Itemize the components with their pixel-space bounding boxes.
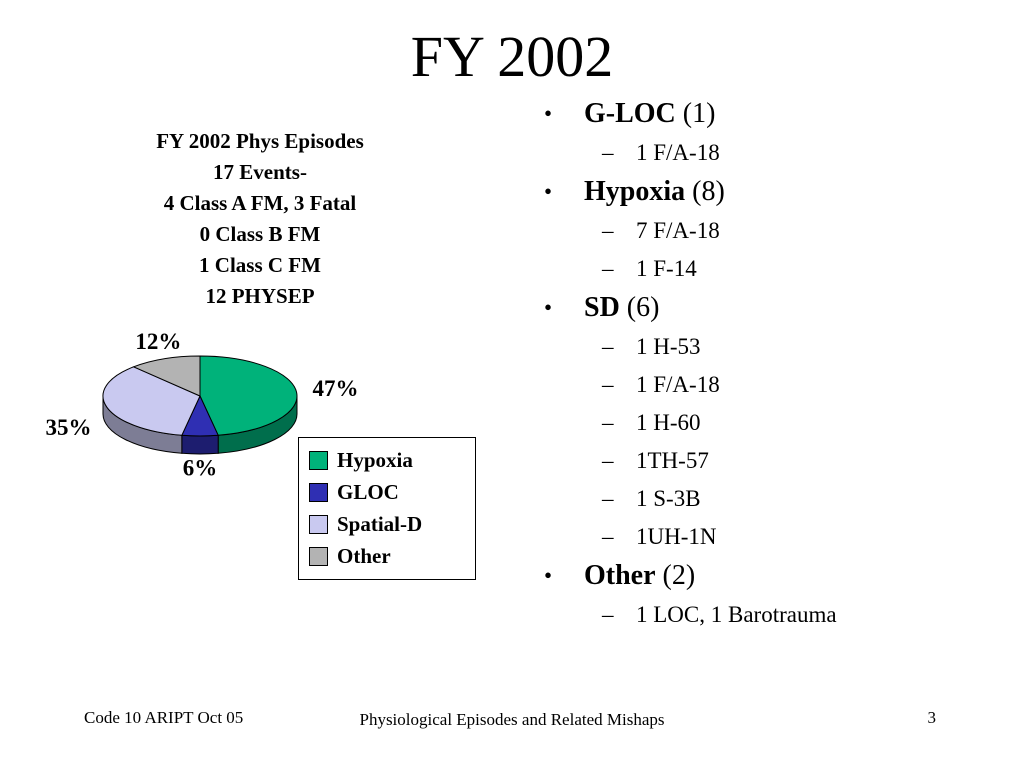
bullet-subitem: –1TH-57 xyxy=(602,442,1010,480)
chart-legend: Hypoxia GLOC Spatial-D Other xyxy=(298,437,476,580)
bullet-item: • Other (2) xyxy=(540,556,1010,596)
stats-line: FY 2002 Phys Episodes xyxy=(156,129,364,153)
subitem-text: 1 S-3B xyxy=(636,486,701,511)
slide-title: FY 2002 xyxy=(410,24,614,89)
bullet-label: Other xyxy=(584,560,656,591)
bullet-list: • G-LOC (1) –1 F/A-18 • Hypoxia (8) –7 F/A-18… xyxy=(540,94,1010,634)
bullet-item: • Hypoxia (8) xyxy=(540,172,1010,212)
bullet-label: SD xyxy=(584,292,620,323)
bullet-subitem: –1 S-3B xyxy=(602,480,1010,518)
dash-marker: – xyxy=(602,140,614,165)
subitem-text: 1 LOC, 1 Barotrauma xyxy=(636,602,837,627)
bullet-text: G-LOC (1) xyxy=(584,94,715,134)
legend-item: Hypoxia xyxy=(309,447,465,474)
legend-swatch xyxy=(309,547,328,566)
subitem-text: 1UH-1N xyxy=(636,524,717,549)
pie-percent-label: 12% xyxy=(135,329,181,354)
bullet-label: Hypoxia xyxy=(584,176,686,207)
subitem-text: 1 H-60 xyxy=(636,410,701,435)
footer-center-text: Physiological Episodes and Related Misha… xyxy=(359,710,665,729)
legend-label: Spatial-D xyxy=(337,512,423,536)
subitem-text: 1 F/A-18 xyxy=(636,140,720,165)
dash-marker: – xyxy=(602,524,614,549)
bullet-subitem: –1UH-1N xyxy=(602,518,1010,556)
bullet-label: G-LOC xyxy=(584,98,676,129)
subitem-text: 7 F/A-18 xyxy=(636,218,720,243)
stats-line: 12 PHYSEP xyxy=(205,284,315,308)
pie-slice xyxy=(132,355,201,397)
dash-marker: – xyxy=(602,372,614,397)
pie-chart: 47% 6% 35% 12% xyxy=(45,329,358,480)
legend-item: Other xyxy=(309,543,465,570)
legend-item: Spatial-D xyxy=(309,511,465,538)
bullet-text: Hypoxia (8) xyxy=(584,172,725,212)
legend-swatch xyxy=(309,483,328,502)
legend-item: GLOC xyxy=(309,479,465,506)
pie-percent-label: 6% xyxy=(183,455,218,480)
bullet-subitem: –1 F/A-18 xyxy=(602,134,1010,172)
footer-page-number: 3 xyxy=(927,708,937,727)
bullet-subitem: –1 LOC, 1 Barotrauma xyxy=(602,596,1010,634)
subitem-text: 1 F-14 xyxy=(636,256,697,281)
dash-marker: – xyxy=(602,448,614,473)
dash-marker: – xyxy=(602,486,614,511)
dash-marker: – xyxy=(602,602,614,627)
subitem-text: 1 F/A-18 xyxy=(636,372,720,397)
bullet-subitem: –7 F/A-18 xyxy=(602,212,1010,250)
stats-block: FY 2002 Phys Episodes 17 Events- 4 Class A… xyxy=(60,126,460,312)
bullet-marker: • xyxy=(544,295,553,320)
stats-line: 4 Class A FM, 3 Fatal xyxy=(163,191,357,215)
bullet-subitem: –1 F-14 xyxy=(602,250,1010,288)
subitem-text: 1 H-53 xyxy=(636,334,701,359)
bullet-subitem: –1 H-60 xyxy=(602,404,1010,442)
bullet-marker: • xyxy=(544,179,553,204)
dash-marker: – xyxy=(602,256,614,281)
legend-swatch xyxy=(309,515,328,534)
legend-label: GLOC xyxy=(337,480,399,504)
pie-percent-label: 47% xyxy=(312,376,358,401)
pie-percent-label: 35% xyxy=(45,415,91,440)
bullet-item: • G-LOC (1) xyxy=(540,94,1010,134)
stats-line: 0 Class B FM xyxy=(199,222,321,246)
bullet-marker: • xyxy=(544,563,553,588)
bullet-marker: • xyxy=(544,101,553,126)
bullet-count: (8) xyxy=(692,176,725,207)
bullet-count: (1) xyxy=(682,98,716,129)
legend-label: Hypoxia xyxy=(337,448,413,472)
bullet-text: SD (6) xyxy=(584,288,659,328)
bullet-subitem: –1 H-53 xyxy=(602,328,1010,366)
dash-marker: – xyxy=(602,218,614,243)
bullet-text: Other (2) xyxy=(584,556,695,596)
stats-line: 1 Class C FM xyxy=(199,253,321,277)
legend-swatch xyxy=(309,451,328,470)
bullet-subitem: –1 F/A-18 xyxy=(602,366,1010,404)
pie-slice-side xyxy=(181,434,219,455)
bullet-item: • SD (6) xyxy=(540,288,1010,328)
dash-marker: – xyxy=(602,334,614,359)
pie-slice xyxy=(199,355,298,436)
bullet-count: (2) xyxy=(662,560,696,591)
dash-marker: – xyxy=(602,410,614,435)
footer-left-text: Code 10 ARIPT Oct 05 xyxy=(84,708,244,727)
pie-slice xyxy=(102,366,201,436)
bullet-count: (6) xyxy=(626,292,660,323)
stats-line: 17 Events- xyxy=(213,160,307,184)
legend-label: Other xyxy=(337,544,391,568)
subitem-text: 1TH-57 xyxy=(636,448,709,473)
